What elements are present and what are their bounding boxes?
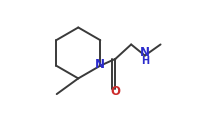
- Text: O: O: [110, 85, 120, 98]
- Text: N: N: [140, 46, 150, 59]
- Text: H: H: [141, 56, 149, 66]
- Text: N: N: [95, 58, 105, 71]
